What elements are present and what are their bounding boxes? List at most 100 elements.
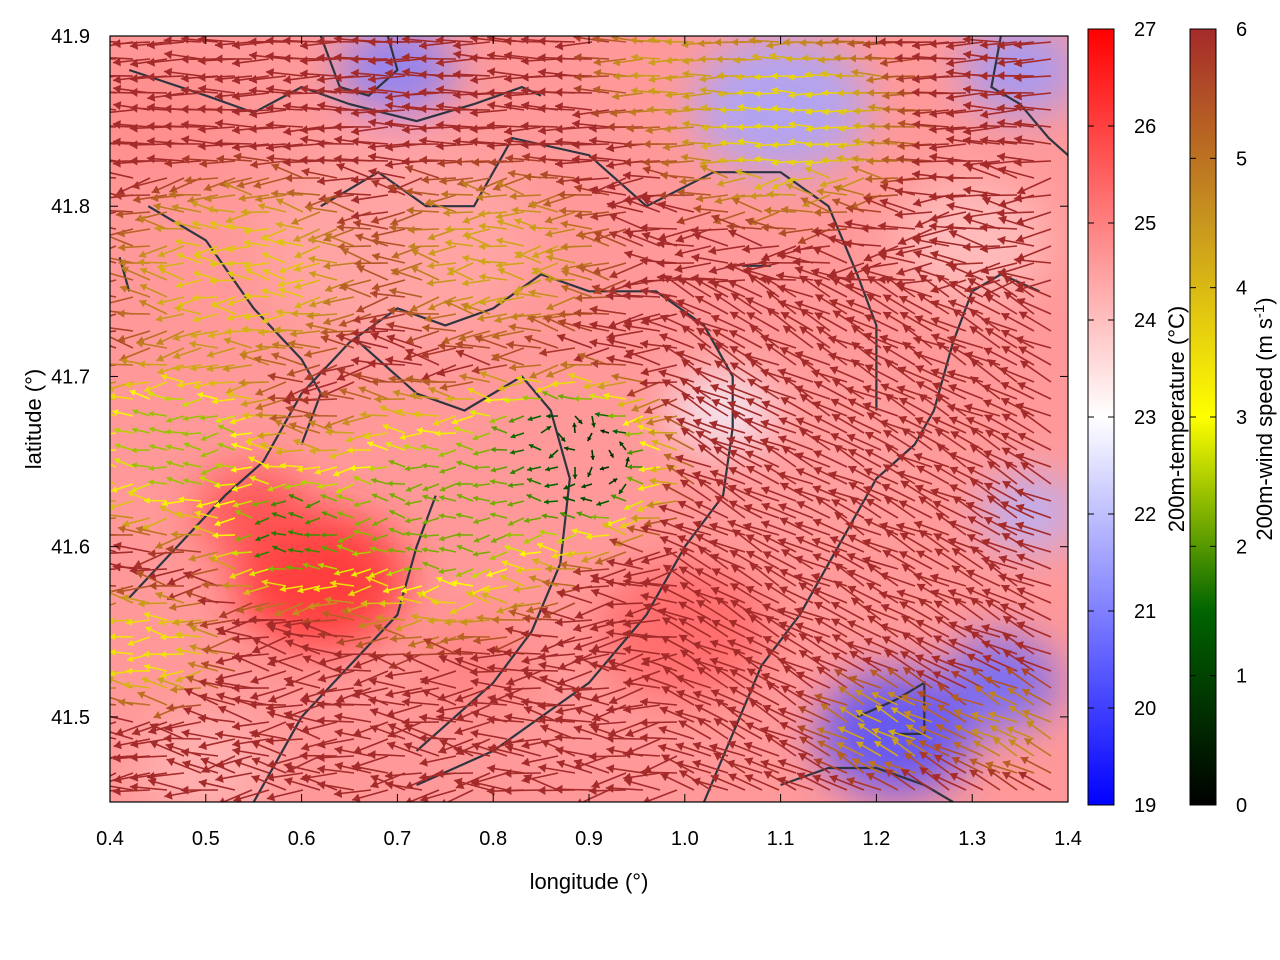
wind-vector-head (190, 331, 198, 339)
wind-vector-head (847, 620, 857, 629)
wind-vector-head (731, 565, 740, 574)
wind-vector-head (436, 85, 444, 95)
wind-vector-head (507, 501, 513, 507)
wind-vector-head (981, 623, 990, 633)
wind-vector-head (252, 637, 262, 646)
wind-vector-head (904, 753, 913, 761)
wind-vector-head (913, 335, 922, 345)
wind-vector-head (1014, 58, 1023, 68)
wind-vector-head (838, 686, 847, 694)
wind-vector-head (251, 740, 261, 749)
wind-vector-head (304, 204, 313, 213)
wind-vector-head (788, 73, 795, 81)
wind-vector-head (282, 157, 291, 167)
wind-vector-head (896, 385, 906, 394)
wind-vector-head (709, 420, 718, 429)
wind-vector-head (776, 271, 785, 281)
wind-vector-head (589, 153, 597, 163)
wind-vector-head (557, 190, 565, 199)
wind-vector-head (160, 373, 168, 381)
wind-vector-head (271, 352, 280, 361)
wind-vector-head (831, 652, 841, 661)
wind-vector-head (1013, 73, 1022, 83)
wind-vector-head (674, 248, 684, 258)
wind-vector-head (639, 718, 648, 728)
wind-vector-head (151, 185, 161, 194)
wind-vector-head (80, 183, 89, 192)
wind-vector-head (113, 57, 121, 67)
wind-vector-head (472, 495, 479, 502)
wind-vector-head (884, 496, 894, 505)
wind-vector-head (780, 312, 790, 320)
wind-vector-head (713, 752, 723, 761)
wind-vector-head (472, 482, 478, 489)
wind-vector-head (983, 450, 993, 459)
wind-vector-head (693, 520, 702, 529)
contour-line (319, 36, 399, 97)
wind-vector-head (728, 484, 737, 493)
wind-vector-head (760, 385, 770, 394)
wind-vector-head (156, 337, 165, 345)
wind-vector-head (895, 248, 905, 258)
wind-vector-head (96, 71, 104, 80)
wind-vector-head (164, 790, 173, 800)
wind-vector-head (949, 466, 959, 475)
wind-vector-head (95, 456, 102, 462)
wind-vector-head (714, 360, 724, 369)
wind-vector-head (180, 120, 189, 130)
wind-vector-head (911, 87, 920, 97)
wind-vector-head (428, 248, 436, 257)
wind-vector-head (305, 321, 314, 330)
wind-vector-head (765, 616, 775, 624)
wind-vector-head (565, 550, 573, 558)
wind-vector-head (492, 331, 500, 340)
wind-vector-head (320, 532, 326, 538)
wind-vector-head (658, 504, 668, 513)
wind-vector-head (611, 373, 619, 382)
wind-vector-head (353, 678, 363, 687)
wind-vector-head (866, 294, 876, 302)
wind-vector-head (612, 478, 618, 483)
wind-vector-head (472, 551, 479, 557)
wind-vector-head (761, 252, 771, 262)
wind-vector-head (435, 71, 444, 81)
wind-vector-head (176, 381, 184, 389)
wind-vector-head (206, 364, 214, 373)
wind-vector-head (284, 483, 290, 490)
wind-vector-head (401, 125, 410, 135)
wind-vector-head (933, 635, 943, 644)
wind-vector-head (700, 164, 708, 173)
wind-vector-head (459, 373, 467, 382)
wind-vector-head (929, 236, 938, 246)
wind-vector-head (983, 654, 992, 664)
wind-vector-head (461, 279, 469, 287)
wind-vector-head (545, 564, 552, 573)
wind-vector-head (952, 496, 962, 505)
wind-vector-head (606, 745, 615, 755)
wind-vector-head (827, 234, 837, 244)
wind-vector-head (519, 550, 526, 558)
wind-vector-head (146, 72, 155, 82)
wind-vector-head (114, 443, 121, 449)
wind-vector-head (386, 321, 395, 330)
wind-vector-head (112, 786, 121, 796)
wind-vector-head (546, 426, 552, 431)
wind-vector-head (577, 419, 583, 424)
wind-vector-head (863, 332, 873, 341)
wind-vector-head (839, 706, 847, 714)
wind-vector-head (193, 524, 200, 532)
wind-vector-head (270, 501, 277, 507)
wind-vector-head (781, 205, 789, 214)
wind-vector-head (1003, 616, 1012, 625)
wind-vector-head (527, 466, 533, 472)
wind-vector-head (288, 511, 294, 517)
wind-vector-head (514, 251, 523, 259)
wind-vector-head (626, 124, 634, 133)
wind-vector-head (662, 294, 672, 303)
wind-vector-head (317, 101, 326, 111)
wind-vector-head (887, 668, 896, 676)
wind-vector-head (928, 89, 937, 99)
wind-vector-head (1020, 462, 1030, 471)
wind-vector-head (215, 626, 224, 635)
wind-vector-head (231, 107, 240, 116)
